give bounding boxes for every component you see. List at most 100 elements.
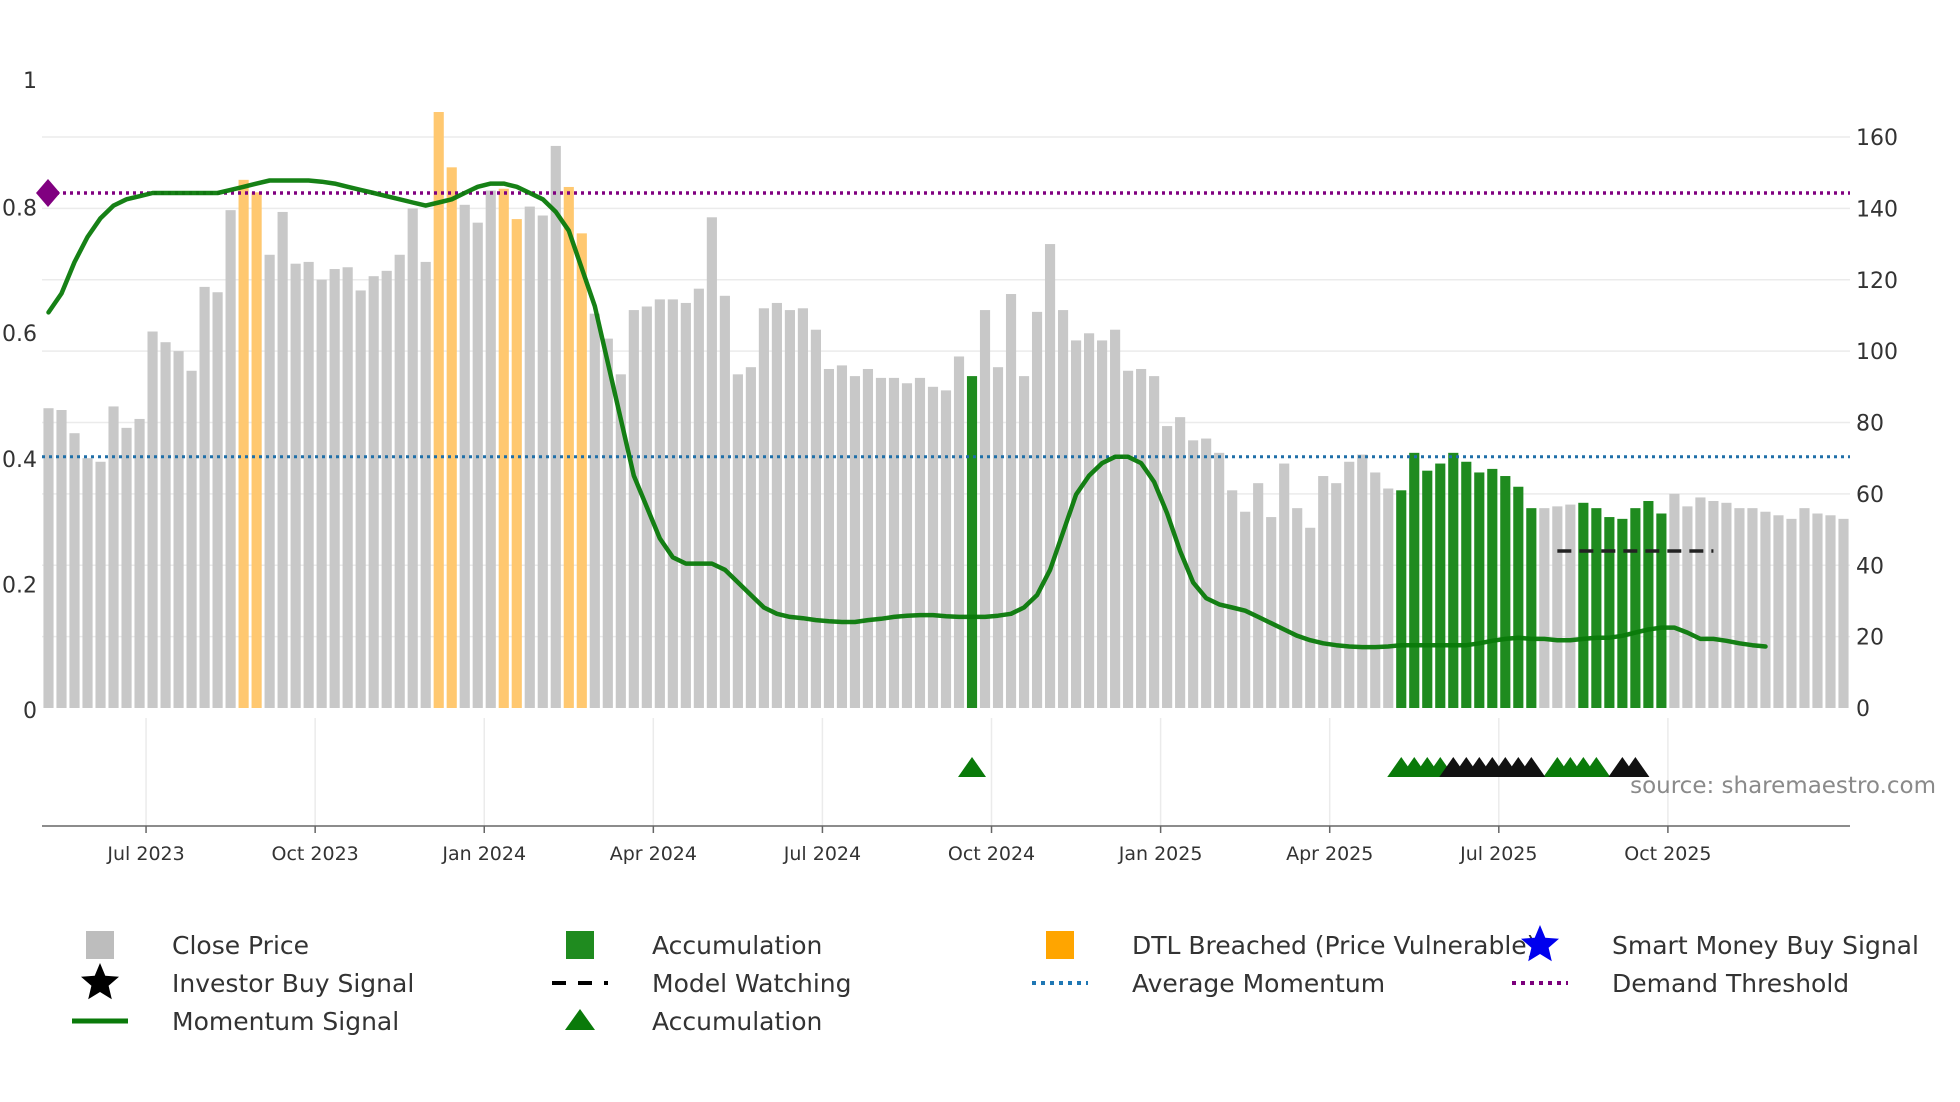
close-price-bar — [1487, 468, 1498, 708]
close-price-bar — [1617, 518, 1628, 708]
right-axis-label: 100 — [1856, 340, 1898, 365]
close-price-bar — [1084, 333, 1095, 708]
right-axis-label: 0 — [1856, 697, 1870, 722]
close-price-bar — [290, 263, 301, 708]
close-price-bar — [1760, 511, 1771, 708]
right-axis-label: 120 — [1856, 269, 1898, 294]
close-price-bar — [1123, 370, 1134, 708]
close-price-bar — [1292, 508, 1303, 708]
close-price-bar — [511, 219, 522, 709]
close-price-bar — [589, 313, 600, 708]
close-price-bar — [719, 295, 730, 708]
left-axis-label: 0.4 — [2, 448, 37, 473]
close-price-bar — [121, 427, 132, 708]
close-price-bar — [927, 386, 939, 708]
legend-item: Smart Money Buy Signal — [1521, 925, 1919, 962]
close-price-bar — [784, 310, 795, 708]
close-price-bar — [615, 374, 626, 708]
close-price-bar — [1005, 294, 1017, 708]
axes: Jul 2023 Oct 2023 Jan 2024 Apr 2024 Jul 2024… — [2, 69, 1898, 865]
date-tick-label: Oct 2025 — [1624, 843, 1711, 865]
close-price-bar — [680, 302, 691, 708]
close-price-bar — [1305, 527, 1316, 708]
close-price-bar — [810, 329, 822, 708]
close-price-bar — [966, 376, 978, 708]
legend-item: DTL Breached (Price Vulnerable) — [1046, 931, 1536, 960]
close-price-bar — [1435, 463, 1446, 708]
legend-item: Accumulation — [566, 931, 822, 960]
close-price-bar — [537, 215, 548, 708]
legend-item: Investor Buy Signal — [81, 963, 414, 1000]
legend-item: Accumulation — [565, 1007, 822, 1036]
legend-label: Model Watching — [652, 969, 852, 998]
signal-lines — [42, 178, 1850, 650]
legend-label: Average Momentum — [1132, 969, 1385, 998]
close-price-bar — [472, 222, 483, 708]
close-price-bar — [1565, 504, 1576, 708]
signal-markers — [36, 179, 1650, 777]
close-price-bar — [1031, 311, 1043, 708]
legend-item: Model Watching — [552, 969, 852, 998]
date-tick-label: Jul 2025 — [1459, 843, 1537, 865]
close-price-bar — [1070, 340, 1082, 708]
close-price-bar — [394, 254, 405, 709]
momentum-signal-line — [46, 178, 1768, 650]
close-price-bar — [1044, 244, 1056, 708]
close-price-bar — [147, 331, 158, 708]
accumulation-triangle — [1582, 757, 1611, 777]
close-price-bar — [1721, 502, 1732, 708]
close-price-bar — [43, 408, 54, 708]
close-price-bar — [823, 368, 835, 708]
close-price-bar — [303, 261, 314, 708]
accumulation-triangle — [958, 757, 987, 777]
legend-label: Accumulation — [652, 1007, 822, 1036]
close-price-bar — [82, 458, 93, 708]
close-price-bar — [1266, 517, 1277, 708]
legend-label: Investor Buy Signal — [172, 969, 414, 998]
close-price-bar — [186, 370, 197, 708]
investor-buy-marker — [1517, 757, 1546, 777]
close-price-bar — [433, 112, 444, 709]
close-price-bar — [238, 179, 249, 708]
close-price-bar — [1344, 461, 1355, 708]
legend-swatch — [86, 931, 114, 959]
close-price-bar — [355, 290, 366, 708]
close-price-bar — [446, 167, 457, 709]
close-price-bar — [498, 188, 509, 708]
left-axis-label: 0.8 — [2, 197, 37, 222]
close-price-bar — [1461, 461, 1472, 708]
close-price-bar — [108, 406, 119, 708]
close-price-bar — [667, 299, 678, 708]
close-price-bar — [1552, 506, 1563, 708]
close-price-bar — [134, 418, 145, 708]
right-axis-label: 40 — [1856, 554, 1884, 579]
close-price-bar — [524, 206, 535, 708]
source-watermark: source: sharemaestro.com — [1630, 773, 1936, 799]
close-price-bar — [563, 186, 574, 708]
demand-marker — [36, 179, 60, 208]
close-price-bar — [264, 254, 275, 709]
right-axis-label: 140 — [1856, 197, 1898, 222]
close-price-bar — [95, 461, 106, 708]
close-price-bar — [56, 410, 67, 708]
close-price-bar — [1227, 490, 1238, 708]
legend-star — [1521, 925, 1559, 962]
date-tick-label: Oct 2024 — [948, 843, 1035, 865]
left-axis-label: 0.2 — [2, 573, 37, 598]
close-price-bar — [1175, 417, 1186, 708]
legend-swatch — [566, 931, 594, 959]
close-price-bar — [1643, 501, 1654, 708]
close-price-bar — [212, 292, 223, 708]
close-price-bar — [862, 368, 874, 708]
close-price-bar — [550, 145, 561, 708]
close-price-bar — [797, 308, 808, 708]
close-price-bar — [329, 269, 340, 708]
close-price-bar — [1812, 513, 1823, 708]
close-price-bar — [1448, 452, 1459, 708]
close-price-bar — [1110, 329, 1121, 708]
legend-label: DTL Breached (Price Vulnerable) — [1132, 931, 1536, 960]
close-price-bar — [888, 377, 900, 708]
date-tick-label: Jul 2023 — [106, 843, 184, 865]
legend-label: Demand Threshold — [1612, 969, 1849, 998]
date-tick-label: Oct 2023 — [272, 843, 359, 865]
